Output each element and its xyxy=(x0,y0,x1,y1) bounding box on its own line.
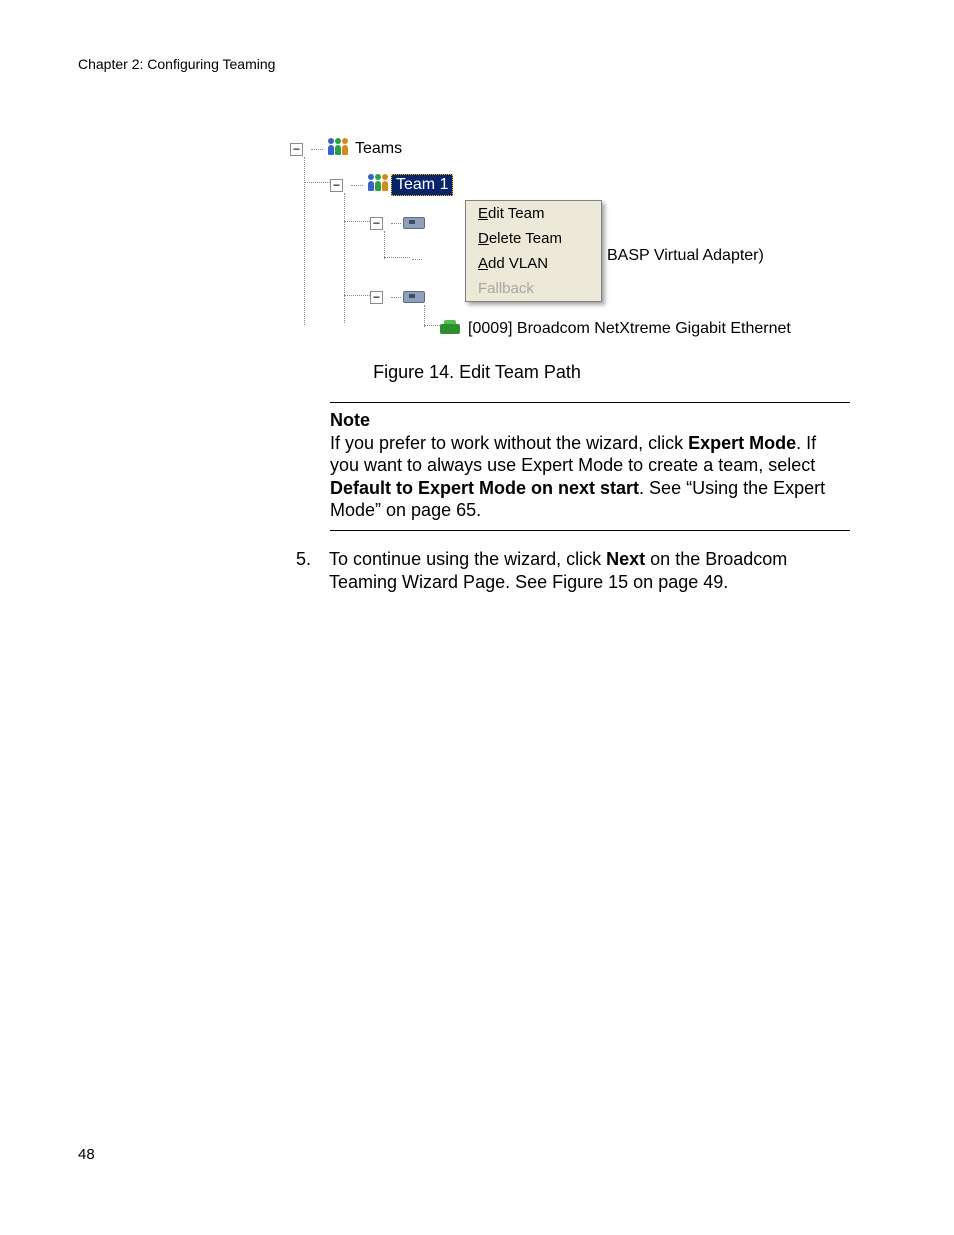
note-title: Note xyxy=(330,409,850,432)
tree-connector xyxy=(391,297,401,298)
menu-item-fallback: Fallback xyxy=(466,276,601,301)
menu-item-underline: D xyxy=(478,230,489,247)
collapse-icon[interactable]: − xyxy=(290,143,303,156)
note-bold: Default to Expert Mode on next start xyxy=(330,478,639,498)
note-bold: Expert Mode xyxy=(688,433,796,453)
adapter-icon xyxy=(403,215,425,231)
page-number: 48 xyxy=(78,1146,95,1163)
tree-connector xyxy=(384,257,410,258)
collapse-icon[interactable]: − xyxy=(330,179,343,192)
tree-label-virtual-adapter-partial: BASP Virtual Adapter) xyxy=(607,247,764,265)
tree-connector xyxy=(351,185,363,186)
menu-item-delete-team[interactable]: Delete Team xyxy=(466,226,601,251)
tree-node-nic[interactable]: [0009] Broadcom NetXtreme Gigabit Ethern… xyxy=(440,317,795,341)
teams-icon xyxy=(365,174,389,196)
menu-item-underline: E xyxy=(478,205,488,222)
tree-label-nic: [0009] Broadcom NetXtreme Gigabit Ethern… xyxy=(464,319,795,339)
step-part: To continue using the wizard, click xyxy=(329,549,606,569)
menu-item-underline: A xyxy=(478,255,488,272)
step-text: To continue using the wizard, click Next… xyxy=(329,548,849,593)
chapter-header: Chapter 2: Configuring Teaming xyxy=(78,56,275,72)
tree-label-team1: Team 1 xyxy=(391,174,453,196)
figure-caption: Figure 14. Edit Team Path xyxy=(0,362,954,383)
page: Chapter 2: Configuring Teaming − Tea xyxy=(0,0,954,1235)
tree-connector xyxy=(384,231,385,259)
tree-connector xyxy=(304,182,330,183)
tree-node-teams[interactable]: − Teams xyxy=(290,137,406,161)
note-body: If you prefer to work without the wizard… xyxy=(330,432,850,522)
menu-item-post: dit Team xyxy=(488,205,544,222)
tree-connector xyxy=(311,149,323,150)
collapse-icon[interactable]: − xyxy=(370,217,383,230)
tree-connector xyxy=(344,221,370,222)
menu-item-post: elete Team xyxy=(489,230,562,247)
context-menu: Edit Team Delete Team Add VLAN Fallback xyxy=(465,200,602,302)
step-5: 5. To continue using the wizard, click N… xyxy=(296,548,856,593)
tree-node-adapter-group-2[interactable]: − xyxy=(370,285,427,309)
adapter-icon xyxy=(403,289,425,305)
tree-connector xyxy=(412,259,422,260)
tree-connector xyxy=(344,295,370,296)
tree-connector xyxy=(391,223,401,224)
menu-item-edit-team[interactable]: Edit Team xyxy=(466,201,601,226)
note-text: If you prefer to work without the wizard… xyxy=(330,433,688,453)
tree-node-team1[interactable]: − Team 1 xyxy=(330,173,453,197)
nic-icon xyxy=(440,320,462,338)
tree-node-adapter-group-1[interactable]: − xyxy=(370,211,427,235)
menu-item-post: dd VLAN xyxy=(488,255,548,272)
tree-node-virtual-adapter[interactable] xyxy=(410,247,424,271)
step-number: 5. xyxy=(296,548,324,571)
note-box: Note If you prefer to work without the w… xyxy=(330,402,850,531)
step-bold: Next xyxy=(606,549,645,569)
collapse-icon[interactable]: − xyxy=(370,291,383,304)
tree-label-teams: Teams xyxy=(351,139,406,159)
menu-item-pre: Fallback xyxy=(478,280,534,297)
figure-tree-area: − Teams − Team 1 − xyxy=(290,135,850,345)
teams-icon xyxy=(325,138,349,160)
menu-item-add-vlan[interactable]: Add VLAN xyxy=(466,251,601,276)
tree-connector xyxy=(344,193,345,323)
tree-connector xyxy=(424,325,440,326)
